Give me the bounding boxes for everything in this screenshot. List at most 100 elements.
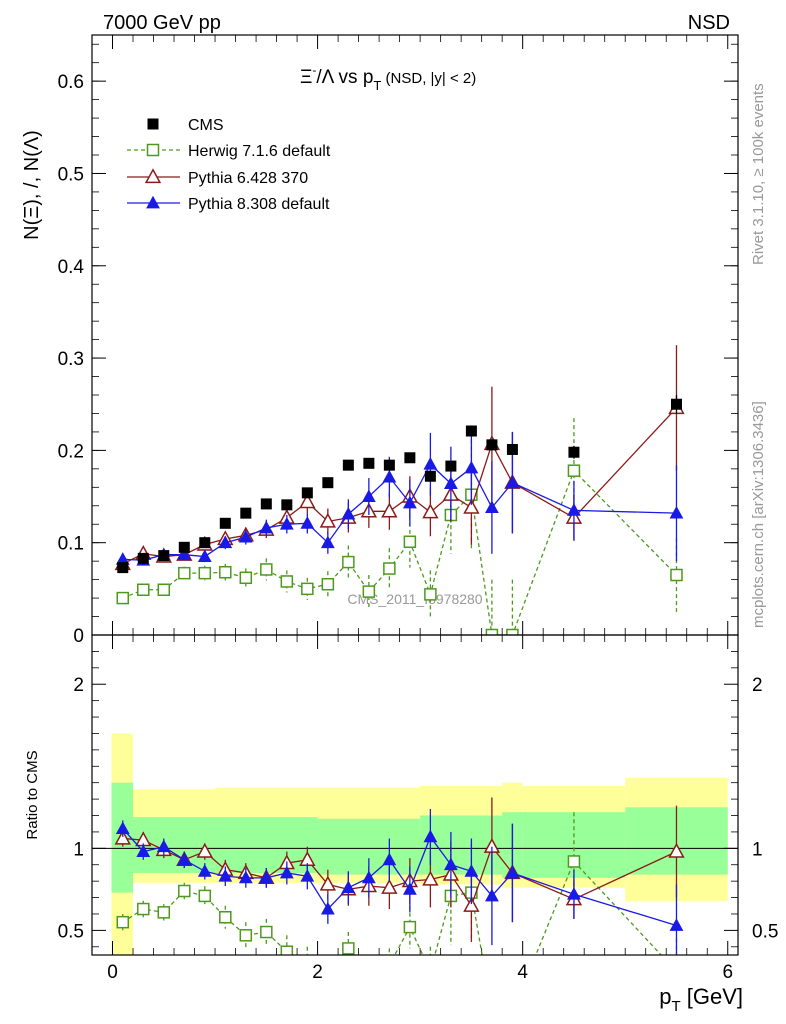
data-point [219,565,232,579]
data-point [322,477,334,489]
data-point [320,535,335,549]
data-point [137,902,150,916]
legend-label: CMS [188,117,224,134]
data-point [279,865,294,879]
ratio-y-tick-label: 1 [73,839,84,860]
data-point [424,588,437,601]
data-point [423,829,438,843]
ratio-line [122,837,677,908]
data-point [423,457,438,470]
series-line [122,407,677,565]
data-point [239,929,253,942]
data-point [422,503,439,519]
series-pythia-8-308-default [115,431,684,566]
data-point [260,498,272,510]
ratio-y-tick-label: 0.5 [58,921,84,942]
data-point [670,398,682,410]
data-point [424,470,436,482]
data-point [486,1007,497,1018]
header-right: NSD [688,12,730,34]
y-tick-label: 0.3 [58,349,84,370]
data-point [178,541,190,553]
data-point [146,143,160,157]
data-point [320,901,335,915]
data-point [279,517,294,530]
data-point [567,464,581,477]
data-point [485,888,499,902]
data-point [671,966,682,977]
data-point [238,529,253,543]
data-point [322,966,333,977]
legend-entry: CMS [147,117,224,134]
data-point [157,583,171,597]
data-point [341,506,356,520]
x-tick-label: 2 [312,962,323,983]
ratio-series-pythia-8-308-default [115,808,684,955]
ratio-line [122,828,677,927]
data-point [136,844,151,858]
data-point [198,889,212,903]
data-point [342,459,354,471]
data-point [115,552,130,565]
x-axis-label: pT [GeV] [659,984,743,1015]
series-herwig-7-1-6-default [116,418,683,635]
data-point [443,857,458,871]
y-tick-label: 0.4 [58,257,85,278]
y-tick-label: 0.5 [58,164,84,185]
legend: CMS Herwig 7.1.6 default Pythia 6.428 370 P… [127,117,331,213]
ratio-plot-panel: 0.5 0.5 1 1 2 2 0 2 4 6 [58,634,778,1018]
plot-title: Ξ-/Λ vs pT (NSD, |y| < 2) [300,63,476,93]
data-point [465,425,477,437]
data-point [238,870,253,884]
data-point [506,628,519,635]
data-point [144,168,162,184]
y-tick-label: 0.2 [58,441,84,462]
data-point [219,517,231,529]
data-point [382,852,397,866]
data-point [567,887,581,900]
data-point [361,489,376,502]
data-point [300,516,315,529]
header-left: 7000 GeV pp [103,12,221,34]
mcplots-label: mcplots.cern.ch [arXiv:1306.3436] [750,401,767,628]
data-point [403,535,417,549]
data-point [669,505,684,519]
data-point [178,884,191,898]
data-point [116,915,130,929]
data-point [342,942,355,955]
title-xi: Ξ [300,67,312,88]
data-point [218,869,233,882]
y-tick-label: 0 [73,626,84,647]
x-tick-label: 6 [722,962,733,983]
ratio-y-tick-label: 2 [73,675,84,696]
legend-entry: Herwig 7.1.6 default [127,143,331,160]
x-tick-label: 4 [517,962,528,983]
data-point [299,493,316,509]
data-point [443,476,458,490]
data-point [422,870,439,886]
data-point [178,566,191,580]
data-point [445,460,457,472]
data-point [363,966,374,977]
legend-label: Pythia 8.308 default [188,196,330,213]
data-point [506,443,518,455]
data-point [197,864,212,877]
data-point [463,498,480,514]
data-point [281,499,293,511]
data-point [156,839,171,853]
data-point [177,852,192,866]
data-point [383,459,395,471]
data-point [321,577,335,591]
data-point [300,869,315,882]
data-point [402,882,417,895]
data-point [485,500,499,514]
data-point [402,495,417,509]
data-point [177,547,192,561]
data-point [363,457,375,469]
data-point [319,512,337,528]
rivet-label: Rivet 3.1.10, ≥ 100k events [750,83,767,265]
data-point [198,566,212,580]
data-point [507,1007,518,1018]
data-point [381,502,398,518]
